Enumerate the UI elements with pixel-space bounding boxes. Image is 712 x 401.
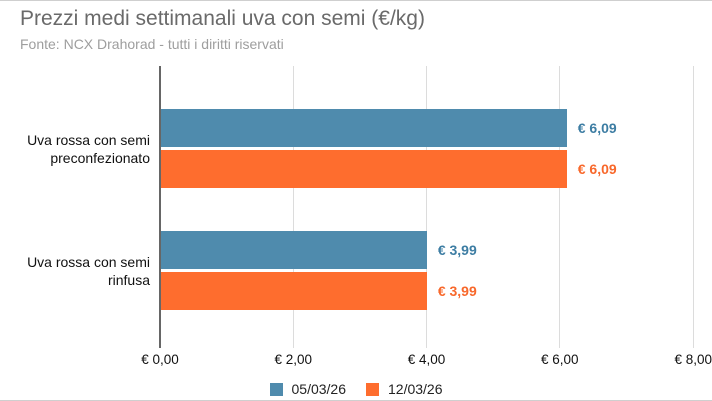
x-tick-label: € 6,00 <box>540 352 579 367</box>
value-label: € 3,99 <box>437 242 477 258</box>
category-label: Uva rossa con semi rinfusa <box>27 253 150 288</box>
gridline <box>426 66 427 348</box>
value-label: € 6,09 <box>577 120 617 136</box>
bar-series1-category2[interactable] <box>161 231 427 269</box>
chart-title: Prezzi medi settimanali uva con semi (€/… <box>20 7 425 30</box>
gridline <box>692 66 694 348</box>
value-axis-line <box>159 66 161 348</box>
bar-series2-category2[interactable] <box>161 272 427 310</box>
bar-series1-category1[interactable] <box>161 109 567 147</box>
value-label: € 3,99 <box>437 283 477 299</box>
bar-series2-category1[interactable] <box>161 150 567 188</box>
legend-item-series1[interactable]: 05/03/26 <box>269 381 347 397</box>
x-tick-label: € 2,00 <box>274 352 313 367</box>
legend-item-series2[interactable]: 12/03/26 <box>366 381 443 397</box>
value-label: € 6,09 <box>577 161 617 177</box>
gridline <box>292 66 294 348</box>
gridline <box>559 66 561 348</box>
chart-subtitle: Fonte: NCX Drahorad - tutti i diritti ri… <box>20 36 284 52</box>
legend-swatch-icon <box>269 382 283 396</box>
legend-swatch-icon <box>366 382 379 396</box>
category-label: Uva rossa con semi preconfezionato <box>27 131 150 166</box>
legend-label: 12/03/26 <box>388 381 443 397</box>
x-tick-label: € 4,00 <box>407 352 446 367</box>
x-tick-label: € 8,00 <box>674 352 712 367</box>
legend: 05/03/26 12/03/26 <box>0 381 712 397</box>
legend-label: 05/03/26 <box>291 381 347 397</box>
x-tick-label: € 0,00 <box>141 352 179 367</box>
